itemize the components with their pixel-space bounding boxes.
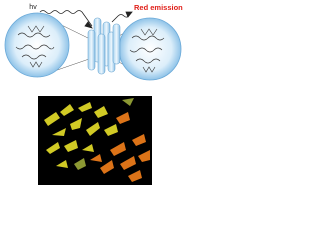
molecule-circle-left <box>4 12 70 78</box>
emission-label: Red emission <box>134 3 183 12</box>
nanorods <box>87 17 121 75</box>
micrograph <box>38 96 152 185</box>
molecule-circle-right <box>118 17 182 81</box>
graphic: hv Red emission <box>4 3 183 185</box>
excitation-label: hv <box>29 4 37 11</box>
arrows <box>39 10 133 29</box>
